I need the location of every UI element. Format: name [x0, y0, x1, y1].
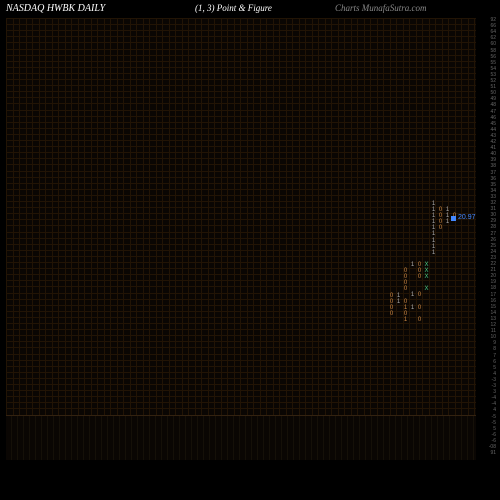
y-tick-label: 35: [490, 183, 496, 188]
y-tick-label: 58: [490, 49, 496, 54]
current-price-label: 20.97: [458, 214, 476, 221]
pf-column: 111: [444, 207, 451, 225]
y-tick-label: 8: [493, 347, 496, 352]
pf-column: XXXX: [423, 244, 430, 293]
pf-column: 0000: [437, 201, 444, 231]
ticker-title: NASDAQ HWBK DAILY: [6, 3, 105, 14]
y-tick-label: 48: [490, 103, 496, 108]
x-axis-band: [6, 415, 476, 460]
y-tick-label: 55: [490, 61, 496, 66]
pf-column: 111: [409, 262, 416, 311]
chart-header: NASDAQ HWBK DAILY (1, 3) Point & Figure …: [0, 3, 500, 17]
y-axis: 9266646260585655545352515049484746454443…: [476, 18, 496, 458]
y-tick-label: 5: [493, 427, 496, 432]
pf-column: 111111111: [430, 201, 437, 256]
y-tick-label: 4: [493, 408, 496, 413]
y-tick-label: 25: [490, 244, 496, 249]
y-tick-label: 27: [490, 232, 496, 237]
y-tick-label: 60: [490, 42, 496, 47]
pf-column: 00000101: [402, 268, 409, 323]
y-tick-label: 5: [493, 366, 496, 371]
source-label: Charts MunafaSutra.com: [335, 3, 427, 13]
y-tick-label: 37: [490, 171, 496, 176]
y-tick-label: 17: [490, 293, 496, 298]
pf-column: 000000: [416, 262, 423, 323]
y-tick-label: -5: [492, 421, 496, 426]
y-tick-label: -5: [492, 415, 496, 420]
y-tick-label: 56: [490, 55, 496, 60]
y-tick-label: 28: [490, 225, 496, 230]
y-tick-label: 38: [490, 164, 496, 169]
y-tick-label: 45: [490, 122, 496, 127]
y-tick-label: 15: [490, 305, 496, 310]
current-price-marker: [451, 216, 456, 221]
y-tick-label: 26: [490, 238, 496, 243]
pf-column: 11: [395, 293, 402, 305]
chart-type-label: (1, 3) Point & Figure: [195, 3, 272, 13]
y-tick-label: 47: [490, 110, 496, 115]
y-tick-label: 91: [490, 451, 496, 456]
y-tick-label: 6: [493, 360, 496, 365]
y-tick-label: 16: [490, 299, 496, 304]
pf-chart-area: 00001100000101111000000XXXX1111111110000…: [6, 18, 476, 458]
y-tick-label: 18: [490, 286, 496, 291]
pf-column: 0000: [388, 293, 395, 317]
y-tick-label: 46: [490, 116, 496, 121]
y-tick-label: 7: [493, 354, 496, 359]
y-tick-label: 36: [490, 177, 496, 182]
